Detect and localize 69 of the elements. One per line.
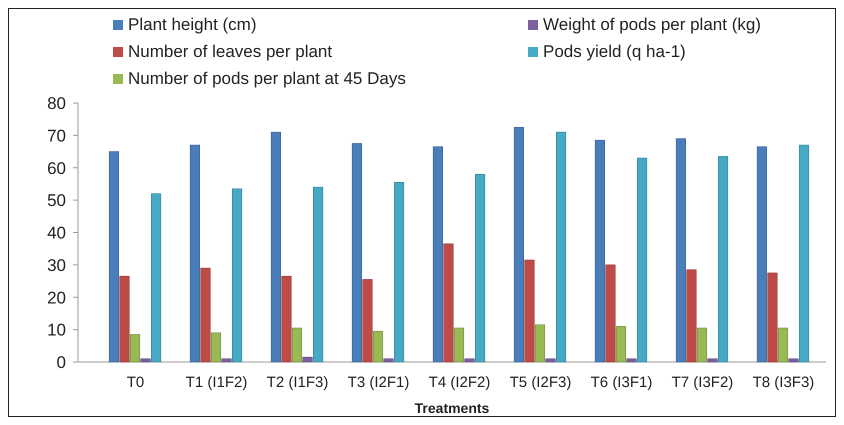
y-tick-label: 20 [47, 288, 66, 308]
bar [676, 138, 686, 362]
bar [281, 276, 292, 362]
y-tick-label: 80 [47, 94, 66, 113]
x-tick-label: T7 (I3F2) [672, 374, 734, 391]
bar [594, 140, 605, 362]
bar [190, 144, 200, 362]
bar [302, 356, 313, 362]
bar [119, 276, 130, 362]
bar [394, 182, 404, 362]
bar [200, 268, 211, 362]
y-tick-label: 70 [47, 126, 66, 146]
y-tick-label: 30 [47, 256, 66, 275]
bar [756, 146, 767, 362]
x-tick-label: T4 (I2F2) [428, 374, 490, 391]
x-tick-label: T6 (I3F1) [590, 374, 652, 391]
y-tick-label: 0 [56, 353, 66, 372]
bar [718, 156, 728, 362]
legend-label: Number of pods per plant at 45 Days [128, 69, 406, 88]
legend-label: Pods yield (q ha-1) [543, 42, 686, 61]
bar [474, 174, 486, 362]
x-tick-label: T1 (I1F2) [186, 374, 248, 391]
bar [108, 151, 120, 362]
bar [556, 132, 566, 362]
bar [524, 260, 535, 362]
bar [362, 279, 373, 362]
bar [443, 244, 454, 362]
bar [130, 334, 140, 362]
bar [778, 328, 788, 362]
bar [432, 146, 444, 362]
legend-label: Number of leaves per plant [128, 42, 332, 61]
x-tick-label: T2 (I1F3) [266, 374, 328, 391]
y-tick-label: 50 [47, 191, 66, 210]
x-tick-label: T3 (I2F1) [348, 374, 410, 391]
y-tick-label: 10 [47, 320, 66, 340]
x-axis-title: Treatments [414, 400, 490, 416]
bar [798, 144, 810, 362]
bar [210, 332, 222, 362]
bar [151, 193, 162, 362]
y-tick-label: 60 [47, 158, 66, 178]
bar [636, 158, 648, 362]
bar [270, 132, 282, 362]
bar [616, 326, 626, 362]
bar [383, 358, 394, 362]
bar [292, 328, 302, 362]
y-tick-label: 40 [47, 224, 66, 242]
bar [605, 264, 616, 362]
legend-label: Weight of pods per plant (kg) [543, 15, 761, 34]
bar [352, 143, 362, 362]
bar [454, 328, 464, 362]
bar [686, 269, 697, 362]
bar [626, 358, 637, 362]
bar [372, 330, 384, 362]
bar [221, 358, 232, 362]
bar [545, 358, 556, 362]
bar [140, 358, 151, 362]
bar [313, 186, 324, 362]
legend-label: Plant height (cm) [128, 15, 256, 34]
bar [788, 358, 799, 362]
bar [767, 272, 778, 362]
bar [232, 188, 242, 362]
bar [464, 358, 475, 362]
bar [514, 126, 524, 362]
x-tick-label: T8 (I3F3) [752, 374, 814, 391]
bar [534, 324, 546, 362]
bar [696, 328, 708, 362]
x-tick-label: T5 (I2F3) [510, 374, 572, 391]
x-tick-label: T0 [126, 374, 144, 391]
bar [707, 358, 718, 362]
